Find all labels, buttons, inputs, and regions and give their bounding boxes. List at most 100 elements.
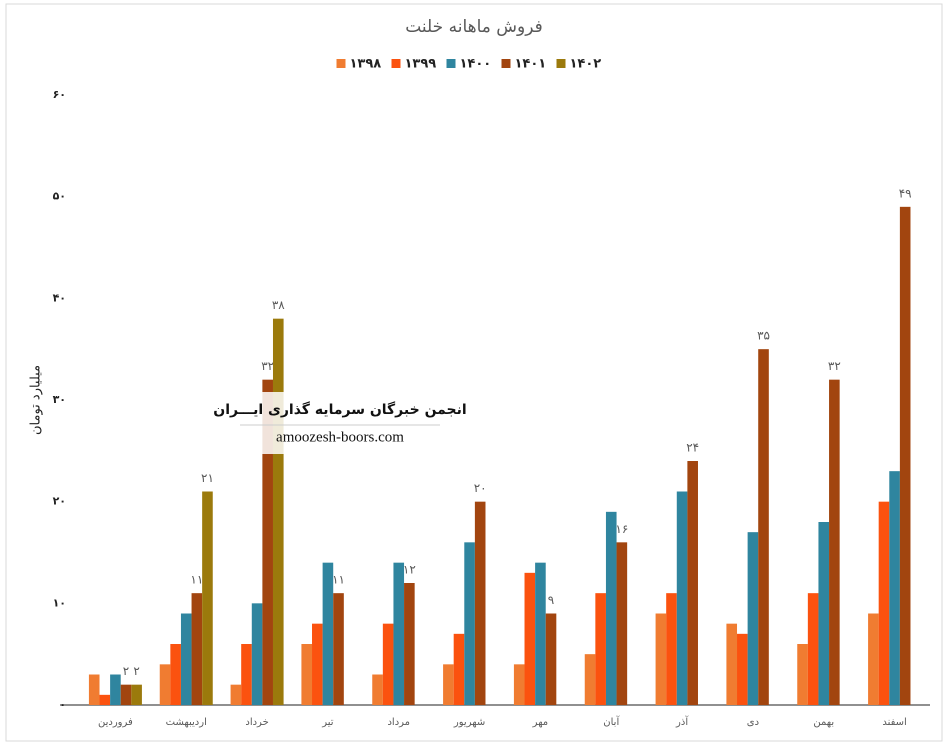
y-tick-label: ۴۰ [53, 291, 66, 304]
bar [829, 379, 840, 705]
bar [180, 613, 192, 705]
bar [889, 471, 900, 705]
bar [524, 572, 536, 705]
bar [818, 522, 830, 705]
bar [230, 684, 242, 705]
bar [878, 501, 890, 705]
x-tick-label: دی [747, 717, 759, 728]
bar [272, 318, 284, 705]
legend-label: ۱۳۹۸ [350, 57, 382, 72]
bar [545, 613, 557, 705]
data-label: ۳۲ [261, 359, 274, 373]
y-tick-label: ۶۰ [53, 88, 66, 101]
bar [807, 593, 819, 705]
data-label: ۱۲ [403, 563, 416, 577]
legend-swatch [391, 59, 401, 68]
x-tick-label: اسفند [882, 717, 906, 728]
bar [191, 593, 203, 705]
x-tick-label: فروردین [98, 717, 133, 728]
bar [301, 644, 313, 705]
data-label: ۲ [123, 664, 129, 678]
data-label: ۲۰ [474, 481, 487, 495]
legend-swatch [336, 59, 346, 68]
y-tick-label: ۲۰ [53, 495, 66, 508]
watermark-title: انجمن خبرگان سرمایه گذاری ایـــران [213, 401, 466, 418]
bar [120, 684, 132, 705]
legend-label: ۱۴۰۰ [460, 57, 492, 72]
bar [131, 684, 142, 705]
data-label: ۲۱ [201, 471, 214, 485]
legend-label: ۱۳۹۹ [405, 57, 437, 72]
bar [312, 623, 323, 705]
bar [99, 694, 111, 705]
data-label: ۱۱ [332, 573, 345, 587]
bar [372, 674, 383, 705]
bar [535, 562, 546, 705]
y-tick-label: ۵۰ [53, 190, 66, 203]
data-label: ۱۱ [190, 573, 203, 587]
x-tick-label: تیر [321, 717, 334, 728]
bar [170, 644, 181, 705]
data-label: ۲۴ [686, 441, 699, 455]
y-tick-label: ۳۰ [53, 393, 66, 406]
bar [393, 562, 405, 705]
bar [616, 542, 628, 705]
data-label: ۳۵ [757, 329, 770, 343]
bar [202, 491, 213, 705]
data-label: ۳۸ [272, 298, 285, 312]
legend-swatch [501, 59, 511, 68]
x-tick-label: آذر [675, 715, 689, 728]
watermark-bg [240, 392, 442, 454]
y-axis-label: میلیارد تومان [29, 365, 44, 435]
data-label: ۹ [548, 593, 554, 607]
data-label: ۱۶ [615, 522, 628, 536]
bar [251, 603, 263, 705]
bar [666, 593, 677, 705]
bar [758, 349, 769, 705]
bar [110, 674, 121, 705]
x-tick-label: بهمن [813, 717, 834, 728]
x-tick-label: شهریور [453, 717, 485, 728]
bar [262, 379, 273, 705]
legend-label: ۱۴۰۱ [515, 57, 547, 72]
bar [464, 542, 475, 705]
data-label: ۲ [133, 664, 139, 678]
bar [676, 491, 688, 705]
bar [453, 633, 465, 705]
bar [605, 511, 617, 705]
x-tick-label: خرداد [245, 717, 268, 728]
bar [595, 593, 606, 705]
bar [404, 583, 415, 705]
bar [687, 461, 698, 705]
data-label: ۳۲ [828, 359, 841, 373]
bar [322, 562, 334, 705]
bar [655, 613, 667, 705]
bar [88, 674, 100, 705]
bar [747, 532, 759, 705]
bar [737, 633, 748, 705]
legend-label: ۱۴۰۲ [570, 57, 602, 72]
y-tick-label: ۱۰ [53, 596, 66, 609]
watermark: انجمن خبرگان سرمایه گذاری ایـــران amooz… [213, 392, 467, 454]
legend-swatch [446, 59, 456, 68]
x-tick-label: مهر [532, 717, 548, 728]
data-label: ۴۹ [899, 186, 912, 200]
bar [241, 644, 252, 705]
bar [899, 206, 911, 706]
bar [382, 623, 394, 705]
bar [474, 501, 486, 705]
x-tick-label: آبان [603, 715, 620, 728]
x-tick-label: اردیبهشت [166, 717, 207, 728]
x-tick-label: مرداد [387, 717, 410, 728]
bar [726, 623, 738, 705]
bar [443, 664, 454, 705]
bar [868, 613, 879, 705]
bar [513, 664, 525, 705]
chart-title: فروش ماهانه خلنت [405, 17, 543, 37]
bar [584, 654, 596, 705]
watermark-site: amoozesh-boors.com [276, 429, 404, 445]
bar [797, 644, 808, 705]
bar [159, 664, 171, 705]
legend-swatch [556, 59, 566, 68]
